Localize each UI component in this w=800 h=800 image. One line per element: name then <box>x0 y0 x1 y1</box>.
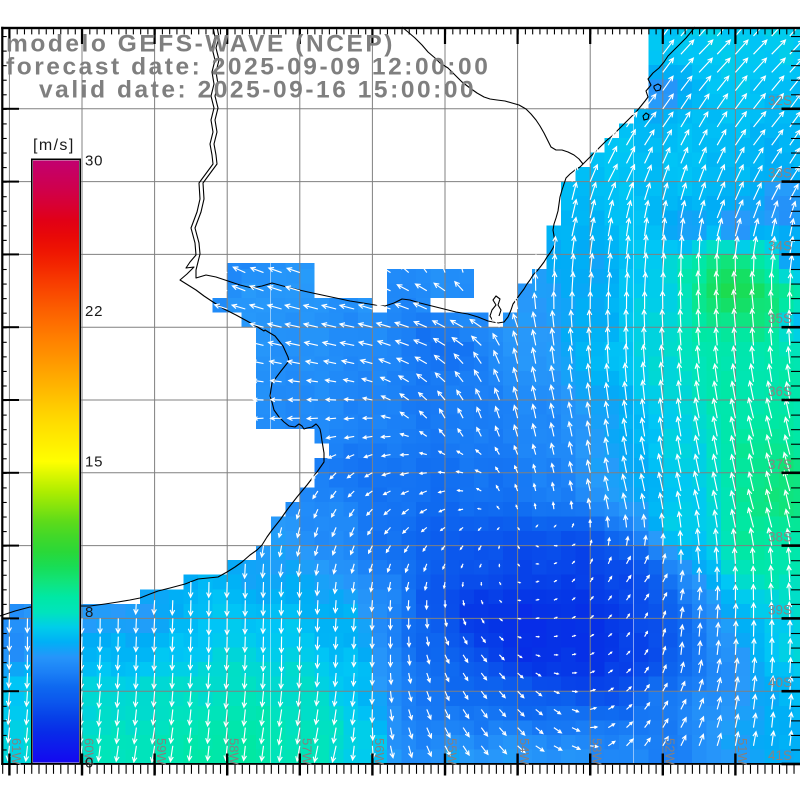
svg-text:33S: 33S <box>768 166 792 181</box>
svg-text:40S: 40S <box>768 675 792 690</box>
svg-text:32S: 32S <box>768 93 792 108</box>
svg-text:forecast date: 2025-09-09 12:0: forecast date: 2025-09-09 12:00:00 <box>6 54 490 81</box>
svg-text:57W: 57W <box>299 738 314 765</box>
svg-text:[m/s]: [m/s] <box>33 137 75 154</box>
svg-text:52W: 52W <box>662 738 677 765</box>
svg-text:41S: 41S <box>768 748 792 763</box>
svg-text:34S: 34S <box>768 238 792 253</box>
svg-text:54W: 54W <box>517 738 532 765</box>
svg-text:30: 30 <box>85 153 103 170</box>
svg-text:59W: 59W <box>154 738 169 765</box>
svg-text:modelo GEFS-WAVE (NCEP): modelo GEFS-WAVE (NCEP) <box>6 31 395 58</box>
svg-text:39S: 39S <box>768 602 792 617</box>
svg-text:61W: 61W <box>9 738 24 765</box>
svg-text:0: 0 <box>85 755 94 772</box>
svg-text:8: 8 <box>85 604 94 621</box>
svg-text:60W: 60W <box>82 738 97 765</box>
svg-text:53W: 53W <box>590 738 605 765</box>
svg-text:56W: 56W <box>372 738 387 765</box>
svg-text:22: 22 <box>85 303 103 320</box>
svg-text:valid date: 2025-09-16 15:00:0: valid date: 2025-09-16 15:00:00 <box>39 77 476 104</box>
svg-text:51W: 51W <box>735 738 750 765</box>
svg-text:35S: 35S <box>768 311 792 326</box>
svg-text:36S: 36S <box>768 384 792 399</box>
svg-text:15: 15 <box>85 454 103 471</box>
svg-text:37S: 37S <box>768 457 792 472</box>
svg-text:55W: 55W <box>445 738 460 765</box>
svg-text:38S: 38S <box>768 530 792 545</box>
svg-text:58W: 58W <box>227 738 242 765</box>
